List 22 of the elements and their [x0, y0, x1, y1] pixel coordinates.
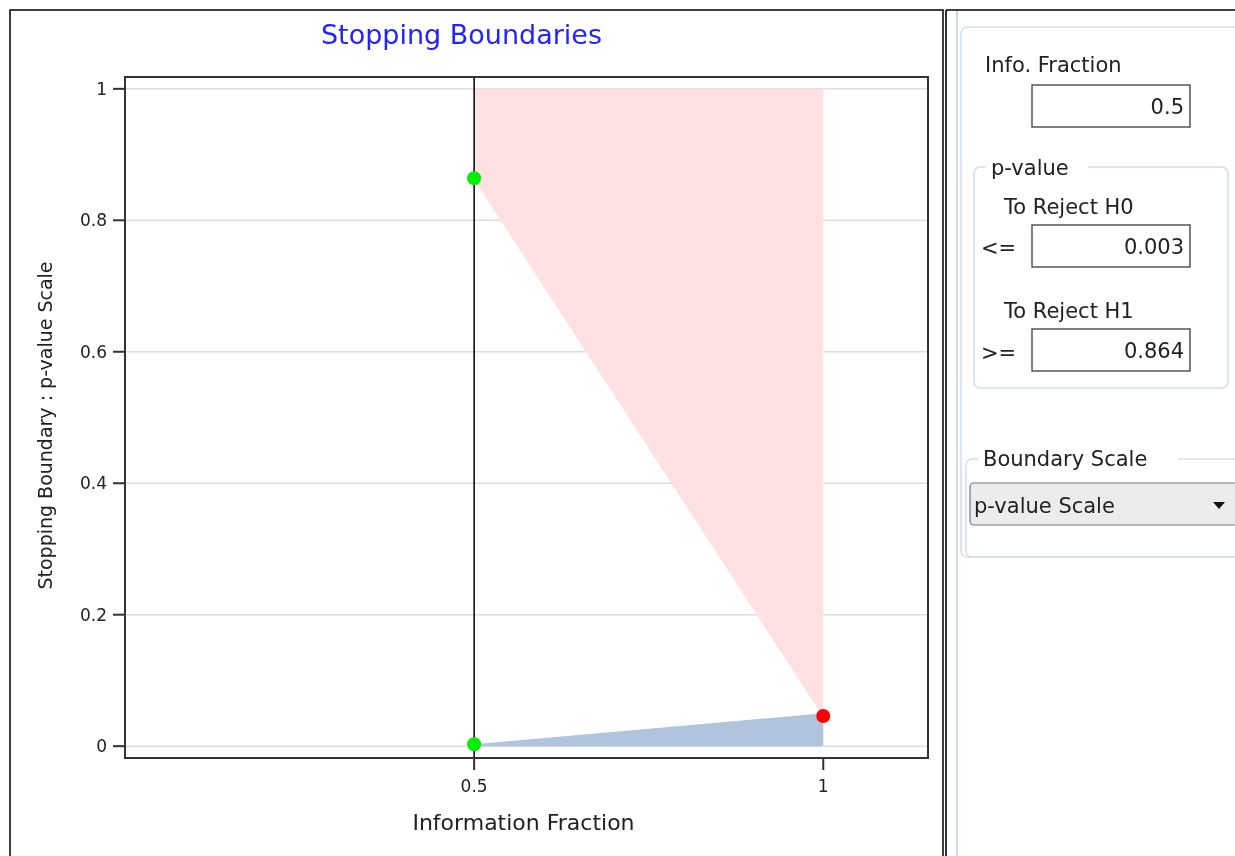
text: Info. Fraction — [985, 53, 1122, 77]
text: <= — [981, 236, 1017, 260]
point — [467, 171, 482, 186]
text: To Reject H1 — [1003, 299, 1134, 323]
y-tick-label: 0.4 — [79, 473, 107, 494]
y-tick-label: 1 — [96, 78, 107, 99]
text: To Reject H0 — [1003, 195, 1134, 219]
y-tick-label: 0.6 — [79, 341, 107, 362]
y-tick-label: 0 — [96, 736, 107, 757]
text: p-value Scale — [974, 494, 1115, 518]
text: 0.5 — [1150, 95, 1184, 119]
y-tick-label: 0.2 — [79, 604, 107, 625]
point — [816, 708, 831, 723]
text: p-value — [991, 156, 1069, 180]
x-axis-title: Information Fraction — [412, 810, 635, 835]
chart-title: Stopping Boundaries — [320, 19, 603, 50]
y-tick-label: 0.8 — [79, 210, 107, 231]
text: Boundary Scale — [983, 447, 1148, 471]
text: >= — [981, 341, 1017, 365]
y-axis-title: Stopping Boundary : p-value Scale — [34, 261, 56, 590]
text: 0.864 — [1123, 339, 1184, 363]
text: 0.003 — [1123, 235, 1184, 259]
